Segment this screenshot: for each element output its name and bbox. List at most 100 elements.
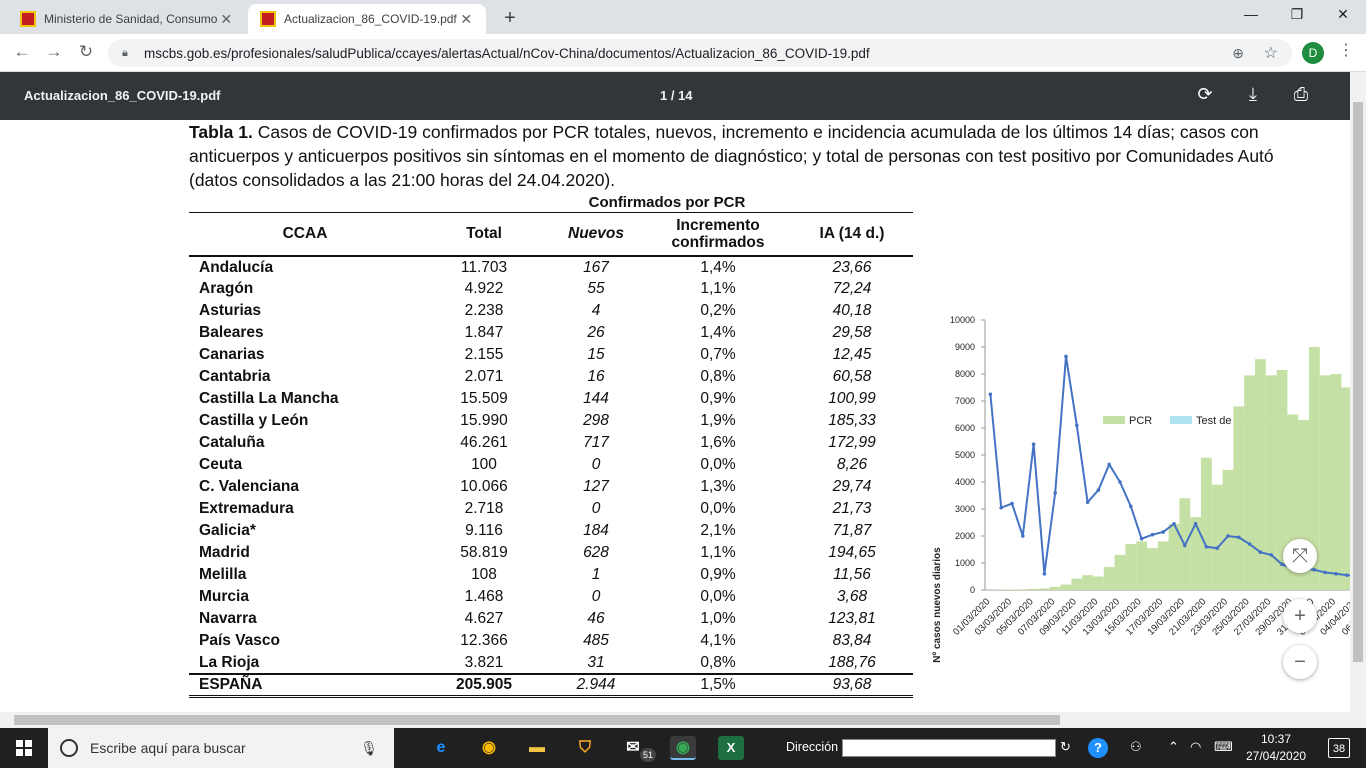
tab-ministerio[interactable]: Ministerio de Sanidad, Consumo ✕ [8,4,246,34]
new-cell: 184 [583,522,609,539]
region-cell: La Rioja [199,653,260,671]
table-row: Navarra 4.627 46 1,0% 123,81 [189,608,913,630]
increase-cell: 0,0% [700,500,736,517]
zoom-in-icon[interactable]: + [1283,599,1317,633]
pcr-bar [1319,375,1331,590]
address-toolbar-input[interactable] [842,739,1056,757]
percent-point [1064,354,1068,359]
vertical-scroll-thumb[interactable] [1353,102,1363,662]
total-cell: 2.155 [464,346,504,363]
excel-icon[interactable]: X [718,736,744,760]
pdf-filename: Actualizacion_86_COVID-19.pdf [24,88,221,103]
wifi-icon[interactable]: ◠ [1190,739,1202,754]
close-tab-icon[interactable]: ✕ [460,10,473,27]
percent-point [1247,542,1252,546]
download-icon[interactable]: ⤓ [1249,84,1257,104]
close-window-icon[interactable]: ✕ [1337,6,1349,22]
tab-pdf[interactable]: Actualizacion_86_COVID-19.pdf ✕ [248,4,486,34]
table-row: Cataluña 46.261 717 1,6% 172,99 [189,432,913,454]
caption-label: Tabla 1. [189,122,253,142]
total-ia-cell: 93,68 [791,673,913,698]
url-text: mscbs.gob.es/profesionales/saludPublica/… [144,45,870,61]
new-cell: 4 [591,302,601,319]
region-cell: Castilla y León [199,412,309,429]
percent-point [1053,491,1057,495]
zoom-icon[interactable]: ⊕ [1232,44,1244,61]
tray-chevron-icon[interactable]: ⌃ [1168,739,1179,754]
reload-icon[interactable]: ↻ [78,42,94,61]
pcr-bar [1082,575,1093,590]
increase-cell: 0,8% [700,653,736,671]
help-icon[interactable]: ? [1088,738,1108,758]
rotate-icon[interactable]: ⟳ [1197,84,1213,104]
pcr-bar [1125,544,1137,590]
profile-avatar[interactable]: D [1302,42,1324,64]
back-icon[interactable]: ← [13,42,31,61]
region-cell: Murcia [199,588,249,605]
new-cell: 0 [591,500,601,517]
new-tab-icon[interactable]: + [504,7,516,29]
vertical-scrollbar[interactable] [1350,72,1366,712]
percent-point [1193,522,1198,526]
percent-point [1107,462,1111,467]
restore-icon[interactable]: ❐ [1290,6,1304,22]
taskbar-search[interactable]: Escribe aquí para buscar 🎙︎ [48,728,394,768]
table-row: Cantabria 2.071 16 0,8% 60,58 [189,366,913,388]
y-tick-label: 10000 [950,315,975,325]
browser-shield-icon[interactable]: ⛉ [578,739,591,756]
keyboard-icon[interactable]: ⌨ [1214,739,1233,754]
microphone-icon[interactable]: 🎙︎ [360,739,378,756]
y-tick-label: 8000 [955,369,975,379]
pcr-bar [1049,586,1061,590]
horizontal-scroll-thumb[interactable] [14,715,1060,725]
address-go-icon[interactable]: ↻ [1060,739,1071,754]
total-cell: 2.071 [464,368,504,385]
minimize-icon[interactable]: — [1244,6,1258,22]
new-cell: 127 [583,478,609,495]
pcr-bar [1233,406,1245,590]
increase-cell: 1,1% [700,544,736,561]
people-icon[interactable]: ⚇ [1130,739,1142,754]
file-explorer-icon[interactable]: ▬ [529,739,545,756]
table-row: Asturias 2.238 4 0,2% 40,18 [189,300,913,322]
forward-icon[interactable]: → [45,42,63,61]
pcr-bar [1017,589,1029,590]
edge-icon[interactable]: e [436,739,446,756]
chrome-icon[interactable]: ◉ [482,739,496,756]
percent-point [1345,573,1349,577]
table-caption: Tabla 1. Casos de COVID-19 confirmados p… [189,120,1350,192]
chrome-active-icon[interactable]: ◉ [670,736,696,760]
address-bar[interactable]: 🔒︎ mscbs.gob.es/profesionales/saludPubli… [108,39,1292,67]
increase-cell: 1,0% [700,610,736,627]
notification-center[interactable]: 38 [1328,738,1350,758]
system-clock[interactable]: 10:37 27/04/2020 [1246,731,1306,765]
percent-point [1226,534,1230,538]
region-cell: Extremadura [199,500,294,517]
ministerio-favicon-icon [260,11,276,27]
pdf-viewer[interactable]: Tabla 1. Casos de COVID-19 confirmados p… [0,120,1350,712]
horizontal-scrollbar[interactable] [0,712,1366,728]
percent-point [1183,543,1187,548]
col-header-incremento: Incremento confirmados [645,212,791,257]
bookmark-star-icon[interactable]: ☆ [1263,45,1278,62]
mail-icon[interactable]: ✉ [626,739,640,756]
y-axis-label: Nº casos nuevos diarios [932,547,943,663]
zoom-out-icon[interactable]: − [1283,645,1317,679]
new-cell: 0 [591,588,601,605]
windows-start-icon[interactable] [16,740,32,756]
percent-point [999,505,1003,510]
increase-cell: 4,1% [700,632,736,649]
address-toolbar-label: Dirección [786,740,839,754]
print-icon[interactable]: ⎙ [1293,84,1309,104]
menu-kebab-icon[interactable]: ⋮ [1338,42,1354,59]
fit-page-icon[interactable]: ⤧ [1283,539,1317,573]
clock-date: 27/04/2020 [1246,749,1307,763]
new-cell: 1 [591,566,601,583]
table-row: País Vasco 12.366 485 4,1% 83,84 [189,630,913,652]
ia-cell: 188,76 [828,653,876,671]
mail-badge: 51 [640,748,656,762]
close-tab-icon[interactable]: ✕ [220,10,233,27]
new-cell: 144 [583,390,609,407]
ia-cell: 185,33 [828,412,876,429]
region-cell: Canarias [199,346,265,363]
